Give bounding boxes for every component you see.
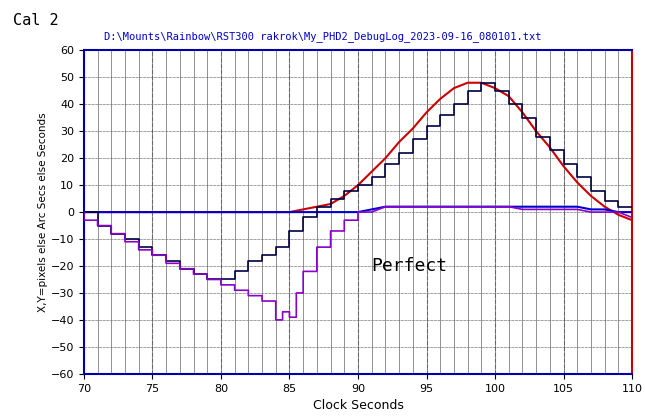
Text: D:\Mounts\Rainbow\RST300 rakrok\My_PHD2_DebugLog_2023-09-16_080101.txt: D:\Mounts\Rainbow\RST300 rakrok\My_PHD2_…	[104, 32, 541, 42]
Y-axis label: X,Y=pixels else Arc Secs else Seconds: X,Y=pixels else Arc Secs else Seconds	[38, 112, 48, 312]
Text: Cal 2: Cal 2	[13, 13, 59, 28]
Text: Perfect: Perfect	[372, 257, 448, 276]
X-axis label: Clock Seconds: Clock Seconds	[313, 399, 403, 412]
